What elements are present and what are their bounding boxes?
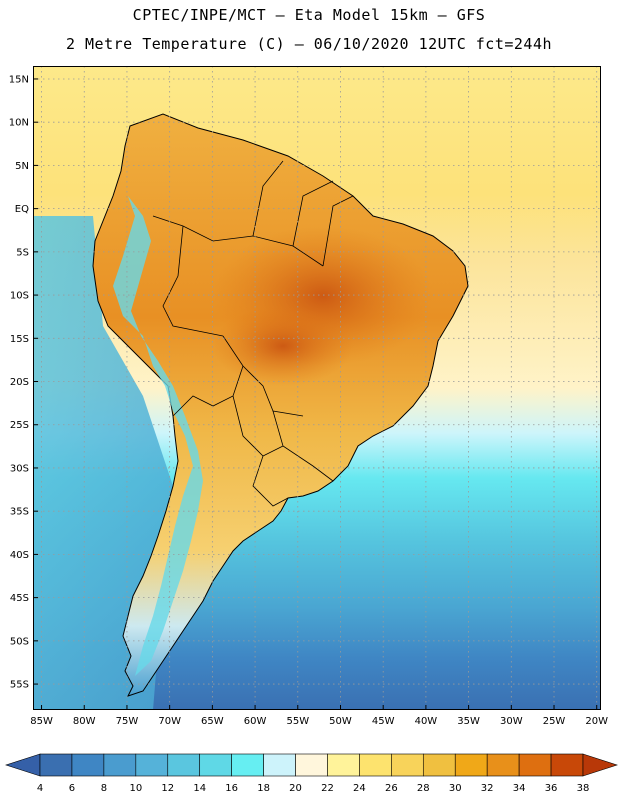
hot-core-central xyxy=(213,306,353,386)
lat-tick-label: 15S xyxy=(10,334,29,345)
colorbar-label: 14 xyxy=(193,783,206,794)
colorbar-low-arrow xyxy=(5,753,41,777)
colorbar-label: 8 xyxy=(101,783,107,794)
colorbar-label: 34 xyxy=(513,783,526,794)
colorbar-swatch xyxy=(231,753,264,777)
lon-tick-label: 85W xyxy=(30,716,53,727)
lon-tick-label: 70W xyxy=(158,716,181,727)
lon-tick-label: 45W xyxy=(372,716,395,727)
title-line-2: 2 Metre Temperature (C) – 06/10/2020 12U… xyxy=(65,35,553,53)
lat-tick-label: 30S xyxy=(10,463,29,474)
lat-tick-label: 35S xyxy=(10,507,29,518)
lon-tick-label: 80W xyxy=(73,716,96,727)
colorbar-swatch xyxy=(422,753,456,777)
lat-tick-label: 45S xyxy=(10,593,29,604)
colorbar-label: 10 xyxy=(129,783,142,794)
colorbar-label: 18 xyxy=(257,783,270,794)
lon-tick-label: 55W xyxy=(286,716,309,727)
colorbar-label: 12 xyxy=(161,783,174,794)
colorbar-swatch xyxy=(199,753,232,777)
lat-tick-label: 5S xyxy=(16,247,29,258)
colorbar-label: 28 xyxy=(417,783,430,794)
colorbar-swatch xyxy=(327,753,360,777)
colorbar-label: 26 xyxy=(385,783,398,794)
colorbar-swatch xyxy=(550,753,584,777)
colorbar-swatch xyxy=(486,753,520,777)
colorbar-swatch xyxy=(518,753,552,777)
country-borders xyxy=(152,160,354,507)
colorbar-label: 30 xyxy=(449,783,462,794)
lat-tick-label: 5N xyxy=(15,161,29,172)
lat-tick-label: 10N xyxy=(9,118,29,129)
lat-tick-label: 20S xyxy=(10,377,29,388)
lon-tick-label: 20W xyxy=(585,716,608,727)
lat-tick-label: EQ xyxy=(15,204,29,215)
colorbar-swatch xyxy=(39,753,73,777)
lon-tick-label: 25W xyxy=(543,716,566,727)
lon-tick-label: 75W xyxy=(116,716,139,727)
colorbar-swatch xyxy=(167,753,201,777)
colorbar-high-arrow xyxy=(582,753,618,777)
lon-tick-label: 60W xyxy=(244,716,267,727)
colorbar-label: 36 xyxy=(545,783,558,794)
colorbar-label: 22 xyxy=(321,783,334,794)
colorbar-swatch xyxy=(295,753,328,777)
colorbar-label: 20 xyxy=(289,783,302,794)
colorbar: 4 6 8 10 12 14 16 18 20 22 24 26 28 30 32 34 36 38 xyxy=(0,748,618,800)
lat-tick-label: 15N xyxy=(9,74,29,85)
colorbar-swatch xyxy=(135,753,169,777)
map-border xyxy=(33,66,601,710)
colorbar-label: 16 xyxy=(225,783,238,794)
colorbar-label: 38 xyxy=(577,783,590,794)
andes-cool-ridge xyxy=(113,196,203,676)
colorbar-label: 4 xyxy=(37,783,43,794)
lat-tick-label: 10S xyxy=(10,291,29,302)
colorbar-swatch xyxy=(454,753,488,777)
colorbar-label: 24 xyxy=(353,783,366,794)
lat-tick-label: 50S xyxy=(10,636,29,647)
lat-tick-label: 40S xyxy=(10,550,29,561)
lon-tick-label: 40W xyxy=(415,716,438,727)
colorbar-label: 32 xyxy=(481,783,494,794)
lat-tick-label: 55S xyxy=(10,680,29,691)
colorbar-swatch xyxy=(263,753,296,777)
lon-tick-label: 30W xyxy=(500,716,523,727)
temperature-map: 15N 10N 5N EQ 5S 10S 15S 20S 25S 30S 35S 40S 45S 50S 5… xyxy=(9,66,608,727)
lat-tick-label: 25S xyxy=(10,420,29,431)
colorbar-swatch xyxy=(103,753,137,777)
colorbar-swatch xyxy=(359,753,392,777)
lon-tick-label: 35W xyxy=(457,716,480,727)
colorbar-label: 6 xyxy=(69,783,75,794)
title-line-1: CPTEC/INPE/MCT – Eta Model 15km – GFS xyxy=(132,6,486,24)
colorbar-swatch xyxy=(391,753,424,777)
lon-tick-label: 65W xyxy=(201,716,224,727)
colorbar-swatch xyxy=(71,753,105,777)
lon-tick-label: 50W xyxy=(329,716,352,727)
